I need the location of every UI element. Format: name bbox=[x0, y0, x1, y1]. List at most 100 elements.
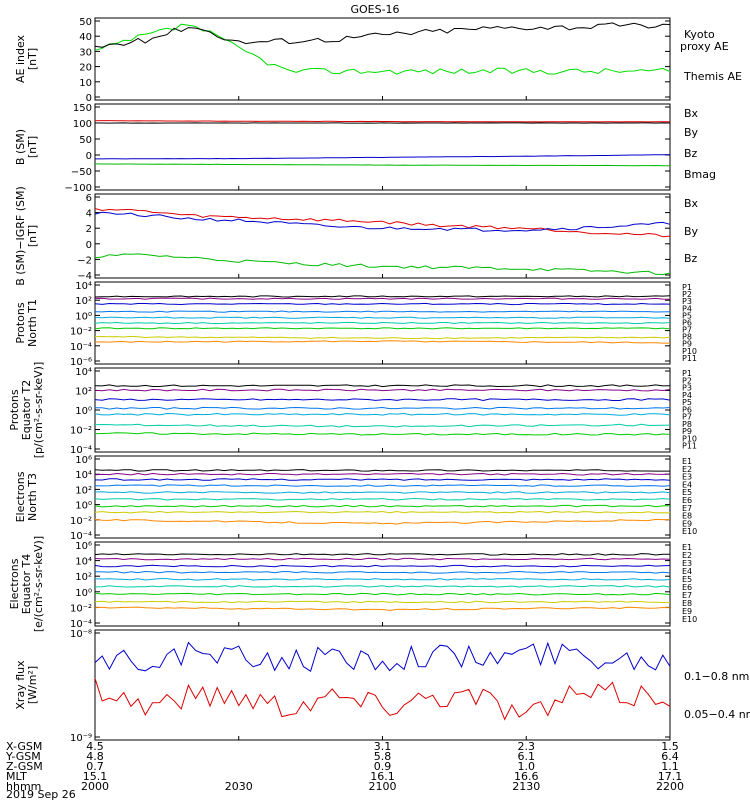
legend-entry: By bbox=[684, 126, 699, 139]
series-line-p3 bbox=[94, 398, 671, 402]
x-axis-value: 16.6 bbox=[514, 770, 539, 783]
y-axis-label: B (SM)−IGRF (SM) bbox=[14, 186, 27, 286]
y-axis-label: Protons bbox=[14, 302, 27, 343]
series-line-kyoto-proxy-ae bbox=[94, 23, 671, 75]
series-line-e1 bbox=[94, 553, 671, 556]
y-axis-label: Equator T2 bbox=[20, 380, 33, 440]
x-axis-value: 6.1 bbox=[518, 750, 536, 763]
y-tick-label: 4 bbox=[86, 209, 92, 220]
legend-entry: E3 bbox=[682, 559, 692, 568]
series-line-e1 bbox=[94, 469, 670, 472]
series-line-e2 bbox=[94, 557, 671, 561]
y-axis-label: [e/(cm²-s-sr-keV)] bbox=[32, 536, 45, 632]
y-tick-label: 10⁴ bbox=[75, 281, 92, 292]
legend-entry: P2 bbox=[682, 376, 692, 385]
y-tick-label: 10⁻⁴ bbox=[70, 619, 92, 630]
legend-entry: P5 bbox=[682, 398, 692, 407]
legend-entry: E3 bbox=[682, 473, 692, 482]
x-axis-value: 3.1 bbox=[374, 740, 392, 753]
legend-entry: Bx bbox=[684, 197, 699, 210]
series-line-e9 bbox=[94, 518, 671, 525]
y-tick-label: 10⁻⁸ bbox=[70, 629, 92, 640]
y-tick-label: 10² bbox=[75, 387, 92, 398]
series-line-p5 bbox=[94, 316, 671, 319]
legend-entry: P11 bbox=[682, 442, 697, 451]
y-tick-label: −50 bbox=[71, 167, 92, 178]
y-tick-label: 10⁰ bbox=[75, 588, 92, 599]
y-axis-label: North T1 bbox=[26, 299, 39, 347]
series-line-bx bbox=[94, 211, 671, 232]
y-tick-label: 10⁴ bbox=[75, 470, 92, 481]
y-tick-label: 10 bbox=[79, 78, 92, 89]
panel-frame bbox=[94, 103, 671, 191]
series-line-p8 bbox=[94, 335, 671, 340]
legend-entry: P5 bbox=[682, 311, 692, 320]
y-tick-label: 0 bbox=[86, 151, 92, 162]
legend-entry: E6 bbox=[682, 583, 692, 592]
x-axis-value: 15.1 bbox=[83, 770, 108, 783]
legend-entry: P2 bbox=[682, 290, 692, 299]
x-axis-value: 2200 bbox=[656, 780, 684, 793]
legend-entry: P3 bbox=[682, 297, 692, 306]
legend-entry: E2 bbox=[682, 551, 692, 560]
series-line-p7 bbox=[94, 327, 671, 330]
plot-title: GOES-16 bbox=[350, 3, 399, 16]
y-tick-label: 10⁰ bbox=[75, 501, 92, 512]
series-line-e5 bbox=[94, 578, 671, 581]
panel-b: 150 100 50 0 −50 −100 B (SM) [nT] Bx By Bz Bmag bbox=[14, 103, 716, 194]
x-axis-value: 4.8 bbox=[86, 750, 104, 763]
y-tick-label: 10⁻⁶ bbox=[70, 357, 92, 368]
y-tick-label: 50 bbox=[79, 135, 92, 146]
y-tick-label: 2 bbox=[86, 224, 92, 235]
x-axis-value: 17.1 bbox=[658, 770, 683, 783]
x-axis-value: 1.0 bbox=[518, 760, 536, 773]
y-tick-label: 10⁻² bbox=[70, 516, 92, 527]
y-axis-label: [nT] bbox=[26, 225, 39, 247]
legend-entry: E7 bbox=[682, 591, 692, 600]
x-axis-value: 0.7 bbox=[86, 760, 104, 773]
x-axis-value: 2000 bbox=[81, 780, 109, 793]
series-line-p9 bbox=[94, 340, 670, 344]
panel-frame bbox=[94, 17, 671, 101]
x-axis-value: 1.5 bbox=[661, 740, 679, 753]
panel-pn: 10⁴ 10² 10⁰ 10⁻² 10⁻⁴ 10⁻⁶ Protons North T1 P1P2… bbox=[14, 281, 697, 368]
x-axis-value: 1.1 bbox=[661, 760, 679, 773]
series-line-e6 bbox=[94, 585, 671, 588]
legend-entry: P8 bbox=[682, 420, 692, 429]
legend-entry: 0.05−0.4 nm bbox=[684, 708, 750, 721]
panel-frame bbox=[94, 367, 671, 453]
legend-entry: P10 bbox=[682, 434, 697, 443]
series-line-e3 bbox=[94, 478, 671, 481]
y-axis-label: [nT] bbox=[26, 48, 39, 70]
x-axis-value: 4.5 bbox=[86, 740, 104, 753]
series-line-p6 bbox=[94, 423, 671, 428]
y-axis-label: Electrons bbox=[14, 471, 27, 522]
x-axis-value: 0.9 bbox=[374, 760, 392, 773]
panel-frame bbox=[94, 455, 671, 539]
legend-entry: Kyoto bbox=[684, 28, 715, 41]
y-axis-label: Xray flux bbox=[14, 660, 27, 710]
panel-ee: 10⁶ 10⁴ 10² 10⁰ 10⁻² 10⁻⁴ Electrons Equator T4[… bbox=[8, 536, 697, 632]
panel-frame bbox=[94, 629, 671, 741]
legend-entry: E8 bbox=[682, 599, 692, 608]
series-line-e8 bbox=[94, 510, 671, 514]
legend-entry: Themis AE bbox=[683, 70, 742, 83]
series-line-e4 bbox=[94, 570, 671, 574]
x-axis-value: 2030 bbox=[225, 780, 253, 793]
legend-entry: By bbox=[684, 225, 699, 238]
legend-entry: E10 bbox=[682, 527, 697, 536]
y-axis-label: [nT] bbox=[26, 136, 39, 158]
legend-entry: 0.1−0.8 nm bbox=[684, 670, 749, 683]
legend-entry: E1 bbox=[682, 543, 692, 552]
y-axis-label: AE index bbox=[14, 34, 27, 83]
y-tick-label: −100 bbox=[65, 183, 92, 194]
y-tick-label: 10² bbox=[75, 572, 92, 583]
y-tick-label: 10⁻⁴ bbox=[70, 445, 92, 456]
series-line-e6 bbox=[94, 498, 671, 501]
legend-entry: P6 bbox=[682, 405, 692, 414]
series-line-themis-ae bbox=[94, 22, 671, 48]
y-tick-label: 10⁶ bbox=[75, 541, 92, 552]
legend-entry: P7 bbox=[682, 413, 692, 422]
legend-entry: P1 bbox=[682, 369, 692, 378]
